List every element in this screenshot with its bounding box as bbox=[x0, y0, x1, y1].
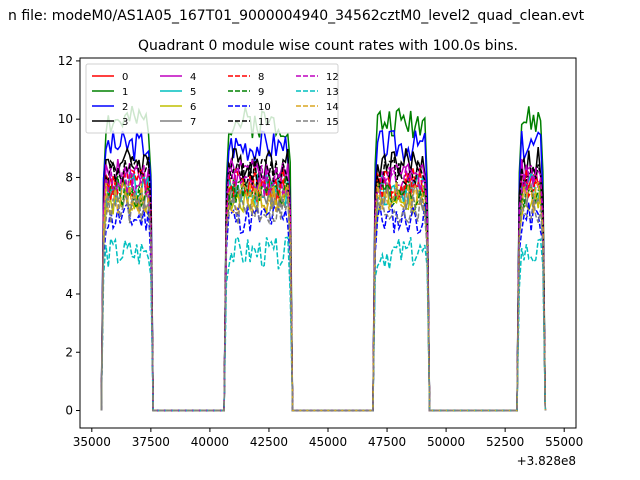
legend-label-7: 7 bbox=[190, 117, 196, 128]
x-tick-label: 37500 bbox=[132, 435, 170, 449]
series-line-3 bbox=[100, 146, 547, 412]
legend-box bbox=[85, 63, 339, 134]
series-line-5 bbox=[100, 171, 547, 412]
x-tick-label: 47500 bbox=[368, 435, 406, 449]
legend-label-13: 13 bbox=[326, 87, 339, 98]
legend-label-6: 6 bbox=[190, 102, 196, 113]
y-tick-label: 0 bbox=[65, 404, 73, 418]
x-offset-label: +3.828e8 bbox=[517, 454, 576, 468]
x-axis: 35000 37500 40000 42500 45000 47500 50000 52500… bbox=[73, 428, 583, 449]
series-line-9 bbox=[100, 175, 547, 412]
series-line-10 bbox=[100, 201, 547, 412]
x-tick-label: 50000 bbox=[427, 435, 465, 449]
x-tick-label: 45000 bbox=[309, 435, 347, 449]
legend-label-9: 9 bbox=[258, 87, 264, 98]
x-tick-label: 52500 bbox=[486, 435, 524, 449]
series-line-12 bbox=[100, 164, 547, 412]
legend-label-11: 11 bbox=[258, 117, 271, 128]
series-line-4 bbox=[100, 157, 547, 412]
legend-label-2: 2 bbox=[122, 102, 128, 113]
chart-title: Quadrant 0 module wise count rates with … bbox=[138, 38, 518, 54]
x-tick-label: 42500 bbox=[250, 435, 288, 449]
series-line-6 bbox=[100, 184, 547, 412]
series-line-11 bbox=[100, 155, 547, 412]
x-tick-label: 55000 bbox=[545, 435, 583, 449]
legend-label-10: 10 bbox=[258, 102, 271, 113]
y-axis: 0 2 4 6 8 10 12 bbox=[58, 54, 80, 418]
series-line-0 bbox=[100, 172, 547, 412]
series-line-14 bbox=[100, 181, 547, 412]
series-line-1 bbox=[100, 105, 547, 412]
legend-label-3: 3 bbox=[122, 117, 128, 128]
y-tick-label: 10 bbox=[58, 112, 73, 126]
plot-lines bbox=[100, 105, 547, 412]
series-line-15 bbox=[100, 191, 547, 412]
y-tick-label: 4 bbox=[65, 287, 73, 301]
y-tick-label: 6 bbox=[65, 229, 73, 243]
x-tick-label: 35000 bbox=[73, 435, 111, 449]
y-tick-label: 12 bbox=[58, 54, 73, 68]
legend-label-14: 14 bbox=[326, 102, 339, 113]
chart-suptitle: n file: modeM0/AS1A05_167T01_9000004940_… bbox=[8, 8, 585, 24]
legend-label-0: 0 bbox=[122, 72, 128, 83]
legend-label-5: 5 bbox=[190, 87, 196, 98]
legend-label-15: 15 bbox=[326, 117, 339, 128]
y-tick-label: 2 bbox=[65, 345, 73, 359]
series-line-7 bbox=[100, 179, 547, 412]
series-line-13 bbox=[100, 236, 547, 412]
series-line-2 bbox=[100, 129, 547, 412]
legend-label-4: 4 bbox=[190, 72, 196, 83]
legend-label-8: 8 bbox=[258, 72, 264, 83]
x-tick-label: 40000 bbox=[191, 435, 229, 449]
series-line-8 bbox=[100, 167, 547, 412]
legend-label-1: 1 bbox=[122, 87, 128, 98]
y-tick-label: 8 bbox=[65, 170, 73, 184]
legend-label-12: 12 bbox=[326, 72, 339, 83]
